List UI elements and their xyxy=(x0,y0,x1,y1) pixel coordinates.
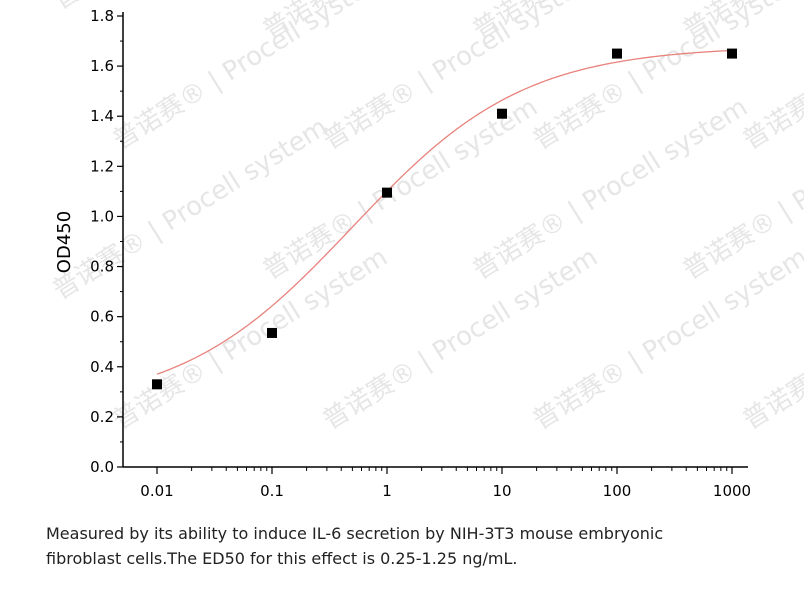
axes: 0.0 0.2 0.4 0.6 0.8 1.0 1.2 1.4 1.6 1.8 0.01 0.1 1 10… xyxy=(90,7,751,500)
x-tick-label: 10 xyxy=(492,482,511,500)
data-point xyxy=(267,327,277,338)
y-tick-label: 0.0 xyxy=(90,458,114,476)
data-point xyxy=(497,108,507,119)
caption: Measured by its ability to induce IL-6 s… xyxy=(46,521,786,571)
data-points xyxy=(152,48,737,390)
y-tick-label: 1.6 xyxy=(90,57,114,75)
x-tick-label: 0.01 xyxy=(140,482,173,500)
data-point xyxy=(612,48,622,59)
y-tick-label: 1.0 xyxy=(90,207,114,225)
y-tick-label: 1.2 xyxy=(90,157,114,175)
y-tick-label: 0.8 xyxy=(90,258,114,276)
fit-curve xyxy=(156,49,733,375)
x-tick-label: 100 xyxy=(603,482,632,500)
data-point xyxy=(382,187,392,198)
y-tick-label: 1.4 xyxy=(90,107,114,125)
y-tick-label: 1.8 xyxy=(90,7,114,25)
caption-line-1: Measured by its ability to induce IL-6 s… xyxy=(46,524,664,543)
x-tick-label: 1000 xyxy=(713,482,751,500)
x-tick-label: 0.1 xyxy=(260,482,284,500)
y-axis-title: OD450 xyxy=(54,211,75,273)
x-tick-label: 1 xyxy=(382,482,392,500)
y-tick-label: 0.6 xyxy=(90,308,114,326)
data-point xyxy=(727,48,737,59)
data-point xyxy=(152,379,162,390)
caption-line-2: fibroblast cells.The ED50 for this effec… xyxy=(46,549,518,568)
fit-curve-layer xyxy=(156,49,733,375)
y-tick-label: 0.2 xyxy=(90,408,114,426)
y-tick-label: 0.4 xyxy=(90,358,114,376)
